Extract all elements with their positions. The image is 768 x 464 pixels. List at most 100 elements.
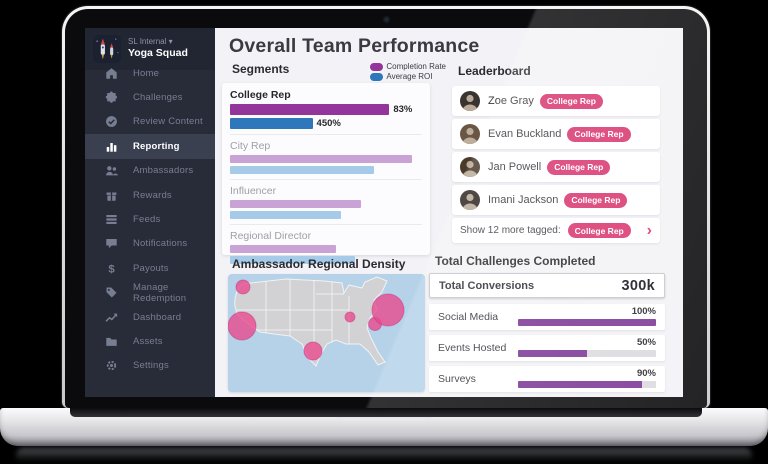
show-more-row[interactable]: Show 12 more tagged: College Rep › [452, 218, 660, 243]
laptop-reflection [16, 448, 752, 463]
people-icon [105, 164, 118, 177]
progress-track [518, 319, 656, 326]
user-avatar [460, 91, 480, 111]
home-icon [105, 67, 118, 80]
challenge-label: Surveys [438, 373, 476, 385]
sidebar-item-rewards[interactable]: Rewards [85, 183, 215, 207]
segments-panel: College Rep 83% 450% City Rep Influencer [222, 83, 430, 264]
progress-fill [518, 319, 656, 326]
workspace-switcher[interactable]: SL Internal ▾ Yoga Squad [85, 28, 215, 70]
leaderboard-entry-jan-powell[interactable]: Jan Powell College Rep [452, 152, 660, 182]
challenges-heading: Total Challenges Completed [435, 254, 596, 268]
puzzle-icon [105, 91, 118, 104]
sidebar-item-home[interactable]: Home [85, 61, 215, 85]
total-conversions-label: Total Conversions [439, 279, 535, 292]
sidebar-item-review-content[interactable]: Review Content [85, 110, 215, 134]
density-bubble-california [228, 311, 257, 341]
feed-icon [105, 213, 118, 226]
user-name: Evan Buckland [488, 128, 562, 140]
laptop-lid: SL Internal ▾ Yoga Squad Home Challenges… [62, 6, 710, 408]
laptop-hinge [70, 408, 702, 417]
challenge-label: Events Hosted [438, 342, 507, 354]
laptop-bezel: SL Internal ▾ Yoga Squad Home Challenges… [65, 9, 707, 408]
leaderboard-entry-zoe-gray[interactable]: Zoe Gray College Rep [452, 86, 660, 116]
gift-icon [105, 189, 118, 202]
density-map [228, 274, 425, 392]
sidebar-item-payouts[interactable]: $ Payouts [85, 256, 215, 280]
segment-label: City Rep [230, 140, 271, 152]
percent-label: 90% [636, 368, 656, 379]
segment-row: College Rep 83% 450% [230, 89, 422, 129]
dollar-icon: $ [105, 262, 118, 274]
sidebar-nav: Home Challenges Review Content Reporting… [85, 61, 215, 378]
org-name: SL Internal [128, 37, 167, 47]
segment-row: Influencer [230, 179, 422, 219]
sidebar-item-dashboard[interactable]: Dashboard [85, 305, 215, 329]
density-bubbles [228, 279, 405, 361]
bar-chart-icon [105, 140, 118, 153]
challenge-row: Surveys 90% [429, 366, 665, 392]
progress-track [518, 381, 656, 388]
challenge-label: Social Media [438, 311, 499, 323]
sidebar-item-reporting[interactable]: Reporting [85, 134, 215, 159]
tag-badge[interactable]: College Rep [567, 223, 631, 238]
map-heading: Ambassador Regional Density [232, 257, 406, 271]
legend-item: Average ROI [370, 72, 446, 81]
segments-heading: Segments [232, 62, 290, 76]
tag-badge: College Rep [539, 93, 603, 109]
legend-item: Completion Rate [370, 62, 446, 71]
segment-row: Regional Director [230, 224, 422, 264]
user-name: Zoe Gray [488, 95, 534, 107]
completion-rate-value: 83% [393, 104, 413, 115]
leaderboard-entry-evan-buckland[interactable]: Evan Buckland College Rep [452, 119, 660, 149]
average-roi-bar [230, 166, 374, 174]
sidebar-item-notifications[interactable]: Notifications [85, 232, 215, 256]
user-name: Jan Powell [488, 161, 542, 173]
chart-legend: Completion Rate Average ROI [370, 62, 446, 81]
tag-icon [105, 286, 118, 299]
show-more-label: Show 12 more tagged: [460, 225, 561, 236]
chat-icon [105, 237, 118, 250]
tag-badge: College Rep [567, 126, 631, 142]
density-bubble-great-lakes [344, 311, 356, 323]
density-bubble-northeast [371, 293, 405, 327]
sidebar-item-manage-redemption[interactable]: Manage Redemption [85, 281, 215, 305]
average-roi-bar [230, 118, 313, 129]
sidebar-item-ambassadors[interactable]: Ambassadors [85, 159, 215, 183]
tag-badge: College Rep [547, 159, 611, 175]
rocket-icon [93, 35, 121, 63]
user-avatar [460, 157, 480, 177]
team-avatar [93, 35, 121, 63]
completion-rate-bar [230, 155, 413, 163]
sidebar-item-settings[interactable]: Settings [85, 354, 215, 378]
progress-fill [518, 381, 643, 388]
sidebar-item-feeds[interactable]: Feeds [85, 207, 215, 231]
average-roi-bar [230, 211, 342, 219]
legend-swatch [370, 62, 384, 71]
density-bubble-pacific-northwest [235, 279, 251, 295]
segment-label: College Rep [230, 89, 291, 101]
completion-rate-bar [230, 245, 336, 253]
dashboard-screen: SL Internal ▾ Yoga Squad Home Challenges… [85, 28, 683, 397]
sidebar-item-challenges[interactable]: Challenges [85, 85, 215, 109]
segment-row: City Rep [230, 134, 422, 174]
challenges-section: Total Challenges Completed Total Convers… [429, 254, 665, 397]
challenge-row: Social Media 100% [429, 304, 665, 330]
progress-fill [518, 350, 587, 357]
user-avatar [460, 124, 480, 144]
leaderboard-entry-imani-jackson[interactable]: Imani Jackson College Rep [452, 185, 660, 215]
density-bubble-texas [303, 341, 323, 361]
user-name: Imani Jackson [488, 194, 559, 206]
total-conversions-card: Total Conversions 300k [429, 273, 665, 298]
sidebar-item-assets[interactable]: Assets [85, 329, 215, 353]
percent-label: 50% [636, 337, 656, 348]
caret-down-icon: ▾ [168, 37, 173, 47]
chevron-right-icon[interactable]: › [646, 221, 652, 239]
user-avatar [460, 190, 480, 210]
leaderboard-heading: Leaderboard [458, 64, 531, 78]
svg-text:$: $ [108, 263, 115, 274]
percent-label: 100% [631, 306, 656, 317]
average-roi-value: 450% [316, 118, 341, 129]
average-roi-bar [230, 256, 355, 264]
